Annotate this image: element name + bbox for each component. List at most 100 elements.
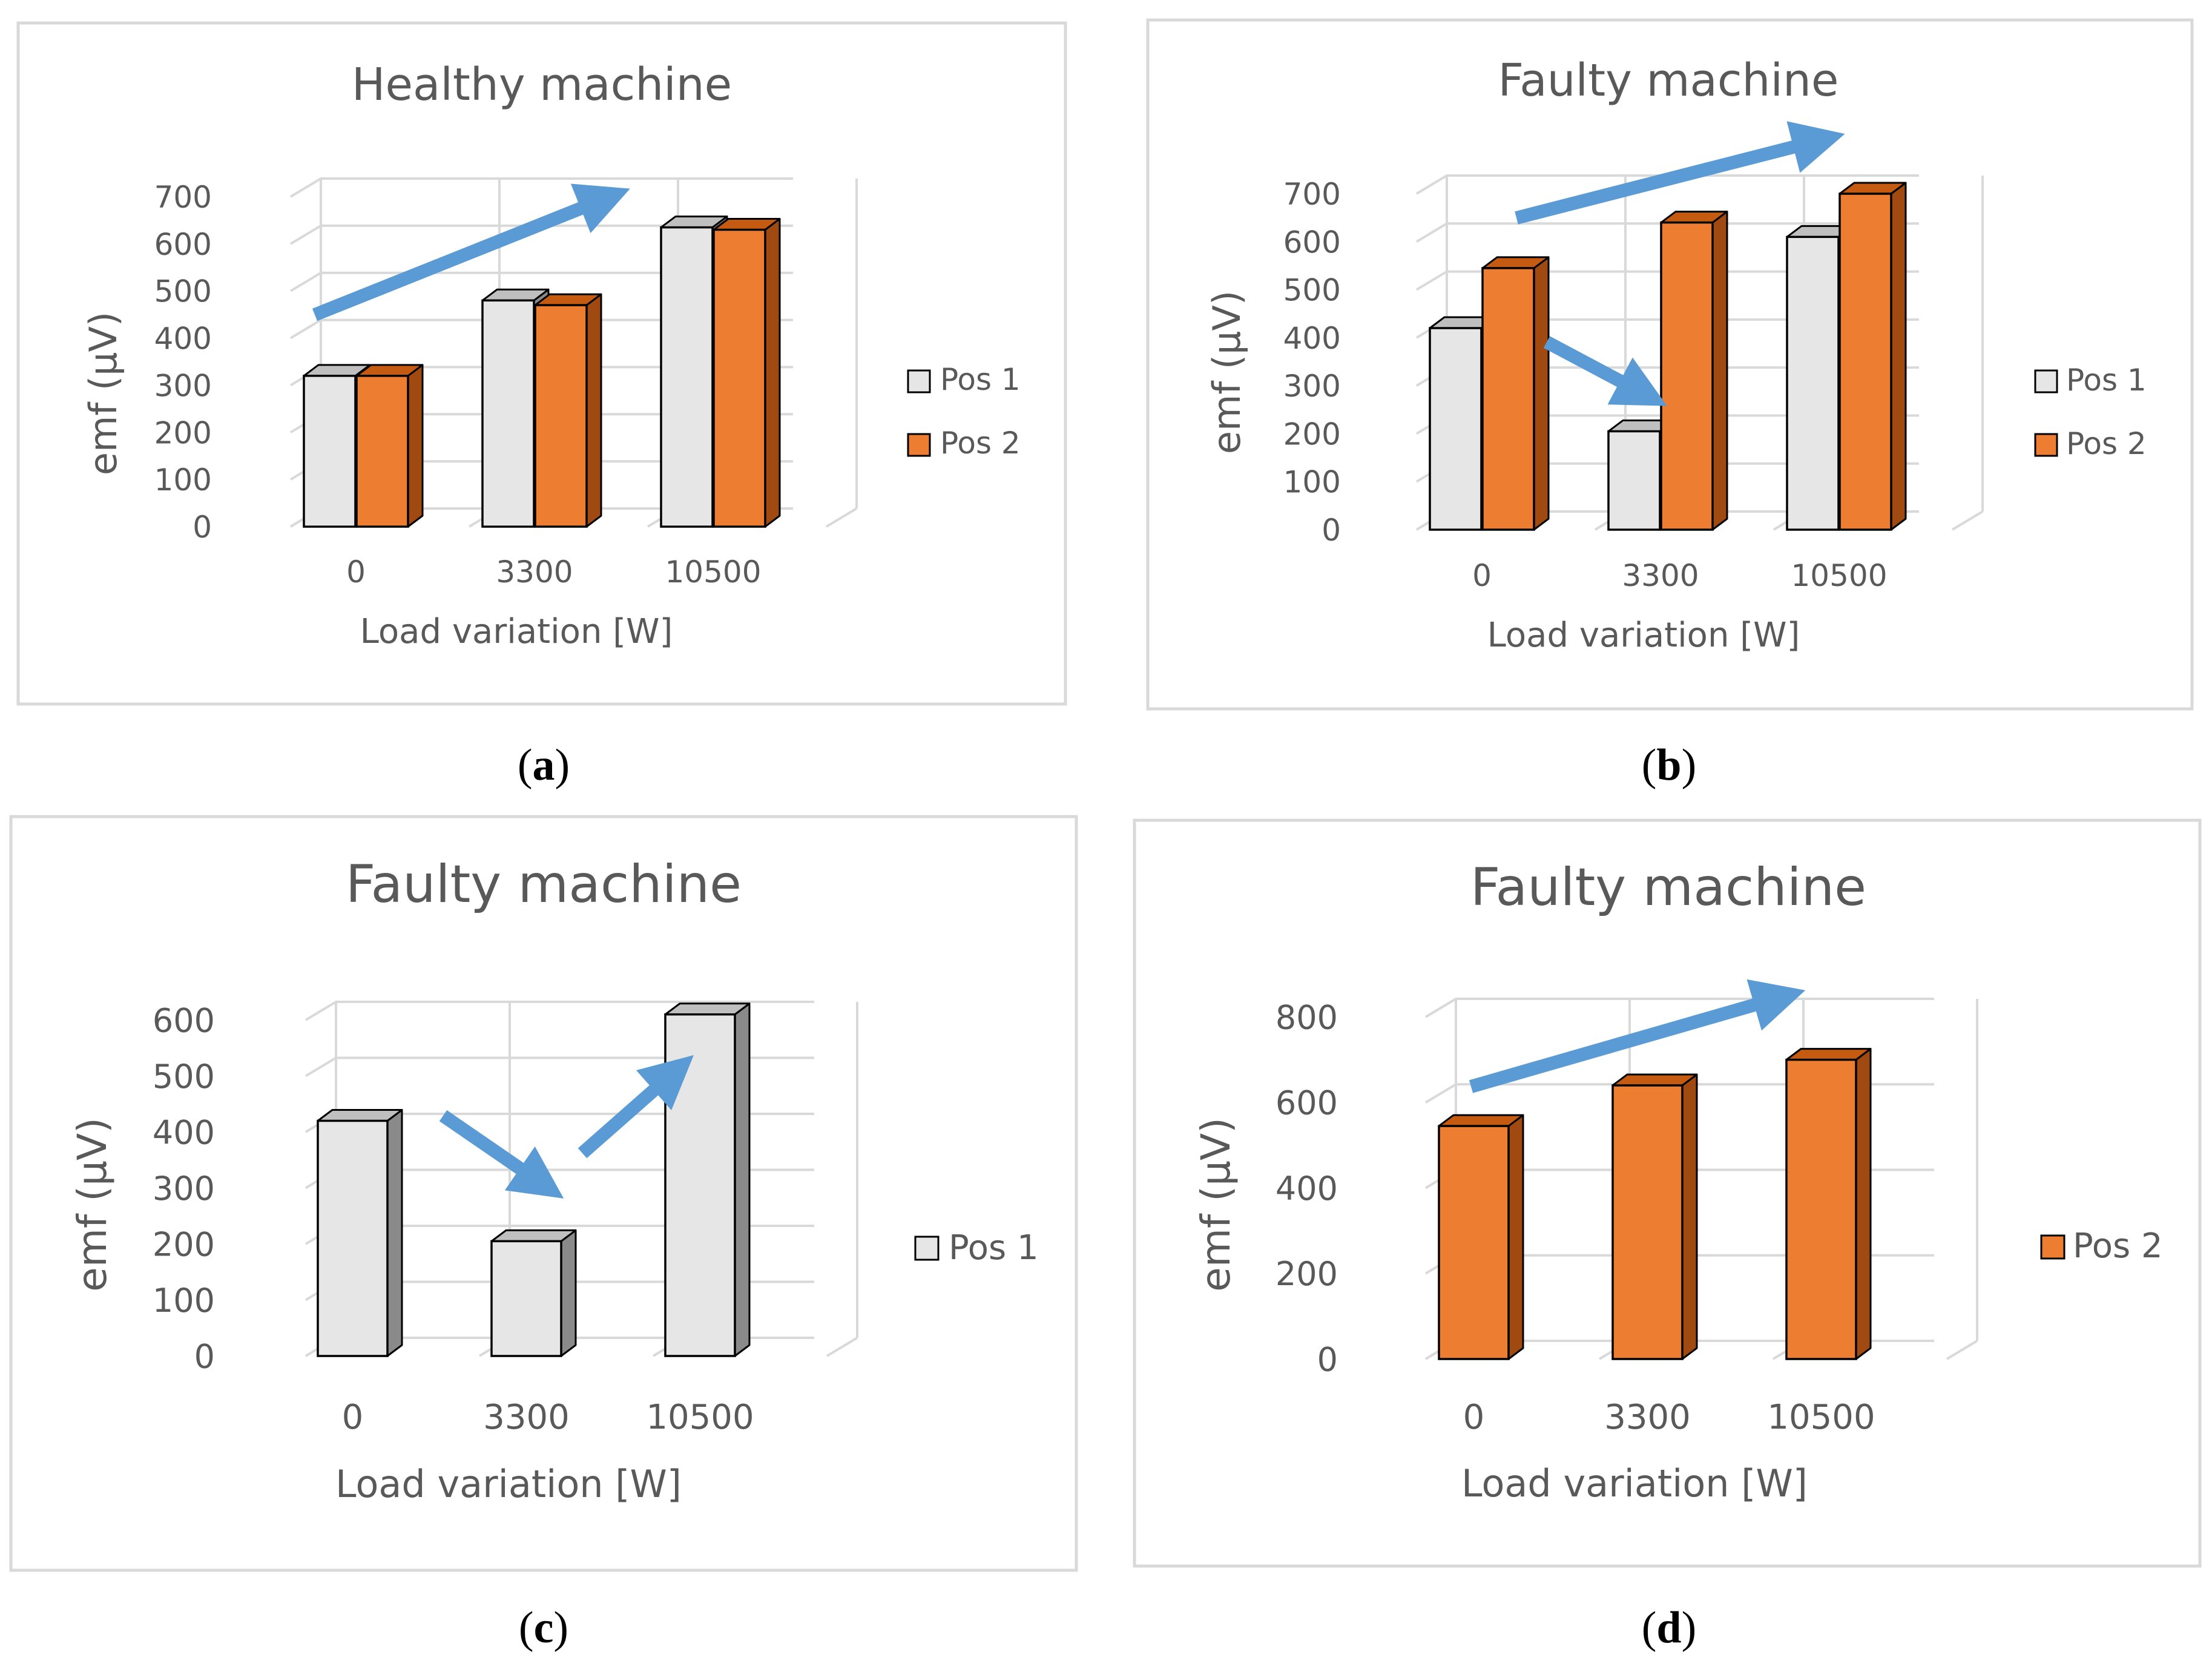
panel-b-y-tick-label: 0 bbox=[1322, 513, 1341, 548]
panel-b-legend-pos1-swatch bbox=[2034, 369, 2058, 393]
panel-b-bar-pos2-3300 bbox=[1660, 211, 1728, 531]
panel-d-x-tick-label: 0 bbox=[1463, 1398, 1485, 1437]
caption-a-letter: a bbox=[533, 740, 555, 790]
panel-b-y-tick-label: 500 bbox=[1283, 273, 1341, 308]
panel-c-bar-pos1-10500 bbox=[664, 1002, 751, 1357]
panel-c-y-tick-label: 500 bbox=[153, 1058, 215, 1096]
panel-a-y-tick-label: 700 bbox=[154, 180, 212, 215]
panel-a-y-tick-label: 500 bbox=[154, 274, 212, 309]
panel-b-bar-pos2-0 bbox=[1481, 256, 1550, 531]
panel-c-x-axis-title: Load variation [W] bbox=[335, 1462, 682, 1506]
panel-b-trend-arrow bbox=[1515, 121, 1845, 225]
panel-d-y-axis-title: emf (μV) bbox=[1193, 1117, 1239, 1292]
panel-a-y-tick-label: 600 bbox=[154, 227, 212, 262]
caption-a: (a) bbox=[518, 740, 570, 790]
panel-b-legend-pos2-label: Pos 2 bbox=[2066, 426, 2147, 461]
panel-c-trend-arrow bbox=[578, 1055, 694, 1159]
panel-c-legend: Pos 1 bbox=[914, 1228, 1039, 1268]
caption-d: (d) bbox=[1642, 1603, 1696, 1653]
panel-b: Faulty machine 0 100 200 300 400 500 600 700 0 33… bbox=[1146, 18, 2194, 711]
panel-a-legend: Pos 1 Pos 2 bbox=[907, 362, 1021, 461]
panel-a-y-tick-label: 200 bbox=[154, 415, 212, 450]
panel-d-floor-line bbox=[1946, 1340, 1978, 1360]
panel-b-legend: Pos 1 Pos 2 bbox=[2034, 363, 2147, 461]
panel-a-floor-line bbox=[825, 507, 858, 528]
panel-b-x-tick-label: 3300 bbox=[1622, 558, 1699, 593]
panel-c-y-tick-label: 600 bbox=[153, 1001, 215, 1039]
panel-c-title: Faulty machine bbox=[346, 854, 742, 915]
panel-a-y-tick-label: 100 bbox=[154, 462, 212, 498]
panel-d-title: Faulty machine bbox=[1470, 857, 1866, 918]
panel-c-floor-line bbox=[826, 1337, 858, 1357]
caption-b: (b) bbox=[1642, 740, 1696, 790]
panel-d-y-tick-label: 400 bbox=[1276, 1170, 1338, 1208]
panel-a-title: Healthy machine bbox=[352, 59, 732, 111]
caption-b-letter: b bbox=[1656, 740, 1681, 790]
panel-c-x-tick-label: 10500 bbox=[646, 1398, 754, 1437]
panel-a-x-tick-label: 0 bbox=[346, 554, 366, 590]
panel-b-legend-pos1-label: Pos 1 bbox=[2066, 363, 2147, 398]
panel-a-y-tick-label: 300 bbox=[154, 368, 212, 403]
panel-d-y-tick-label: 200 bbox=[1276, 1255, 1338, 1293]
panel-c-legend-pos1-label: Pos 1 bbox=[949, 1228, 1039, 1268]
panel-c-y-axis-title: emf (μV) bbox=[69, 1117, 116, 1292]
panel-b-bar-pos2-10500 bbox=[1838, 182, 1907, 531]
panel-b-title: Faulty machine bbox=[1498, 54, 1839, 107]
panel-a-legend-pos2-label: Pos 2 bbox=[940, 426, 1021, 461]
panel-c-x-tick-label: 3300 bbox=[483, 1398, 570, 1437]
panel-c-trend-arrow bbox=[439, 1110, 564, 1199]
caption-c-letter: c bbox=[534, 1603, 554, 1653]
panel-c-bar-pos1-0 bbox=[317, 1109, 403, 1357]
panel-b-plot: 0 100 200 300 400 500 600 700 0 3300 10500 bbox=[1283, 121, 1984, 593]
panel-b-y-tick-label: 700 bbox=[1283, 177, 1341, 212]
panel-a: Healthy machine 0 100 200 300 400 500 600 700 0 3… bbox=[16, 21, 1067, 706]
panel-a-bar-pos2-0 bbox=[355, 364, 424, 528]
panel-b-floor-line bbox=[1951, 510, 1984, 531]
panel-b-x-tick-label: 10500 bbox=[1791, 558, 1887, 593]
panel-c-y-tick-label: 0 bbox=[194, 1337, 215, 1375]
panel-c-x-tick-label: 0 bbox=[342, 1398, 364, 1437]
panel-d-x-axis-title: Load variation [W] bbox=[1461, 1461, 1808, 1506]
panel-a-x-axis-title: Load variation [W] bbox=[360, 612, 673, 651]
panel-d-legend: Pos 2 bbox=[2040, 1226, 2163, 1266]
panel-b-y-tick-label: 600 bbox=[1283, 225, 1341, 260]
caption-c: (c) bbox=[519, 1603, 568, 1653]
panel-b-x-axis-title: Load variation [W] bbox=[1487, 616, 1800, 655]
panel-c-bar-pos1-3300 bbox=[490, 1229, 577, 1357]
panel-a-legend-pos1-label: Pos 1 bbox=[940, 362, 1021, 397]
panel-a-y-tick-label: 400 bbox=[154, 321, 212, 357]
panel-b-x-tick-label: 0 bbox=[1472, 558, 1492, 593]
panel-c-plot: 0 100 200 300 400 500 600 0 3300 10500 bbox=[153, 1001, 858, 1437]
panel-a-trend-arrow bbox=[312, 183, 630, 321]
panel-b-y-tick-label: 200 bbox=[1283, 416, 1341, 452]
panel-b-trend-arrow bbox=[1543, 336, 1667, 406]
panel-a-legend-pos1-swatch bbox=[907, 369, 931, 393]
panel-a-bar-pos2-10500 bbox=[713, 218, 781, 528]
panel-d-legend-pos2-label: Pos 2 bbox=[2073, 1226, 2163, 1266]
panel-c-legend-pos1-swatch bbox=[914, 1236, 940, 1261]
caption-d-letter: d bbox=[1656, 1603, 1681, 1653]
panel-d-y-tick-label: 800 bbox=[1276, 998, 1338, 1036]
panel-d-y-tick-label: 600 bbox=[1276, 1084, 1338, 1122]
panel-a-y-axis-title: emf (μV) bbox=[81, 312, 125, 475]
panel-c-y-tick-label: 200 bbox=[153, 1225, 215, 1263]
panel-d: Faulty machine 0 200 400 600 800 0 3300 10500 e… bbox=[1133, 818, 2202, 1568]
panel-b-y-tick-label: 100 bbox=[1283, 465, 1341, 500]
panel-a-x-tick-label: 3300 bbox=[496, 554, 573, 590]
panel-d-bar-pos2-3300 bbox=[1611, 1073, 1698, 1360]
panel-a-legend-pos2-swatch bbox=[907, 433, 931, 457]
panel-b-y-axis-title: emf (μV) bbox=[1205, 291, 1249, 454]
panel-c-y-tick-label: 400 bbox=[153, 1113, 215, 1151]
panel-a-bar-pos2-3300 bbox=[534, 293, 602, 528]
panel-d-plot: 0 200 400 600 800 0 3300 10500 bbox=[1276, 979, 1978, 1437]
panel-c-y-tick-label: 100 bbox=[153, 1282, 215, 1320]
panel-c: Faulty machine 0 100 200 300 400 500 600 0 3300 1… bbox=[9, 815, 1078, 1572]
panel-d-y-tick-label: 0 bbox=[1317, 1340, 1338, 1378]
panel-d-bar-pos2-10500 bbox=[1785, 1048, 1872, 1360]
panel-b-y-tick-label: 300 bbox=[1283, 369, 1341, 404]
panel-b-y-tick-label: 400 bbox=[1283, 321, 1341, 356]
panel-d-x-tick-label: 3300 bbox=[1604, 1398, 1691, 1437]
panel-a-plot: 0 100 200 300 400 500 600 700 0 3300 10500 bbox=[154, 177, 858, 590]
panel-d-legend-pos2-swatch bbox=[2040, 1234, 2066, 1260]
